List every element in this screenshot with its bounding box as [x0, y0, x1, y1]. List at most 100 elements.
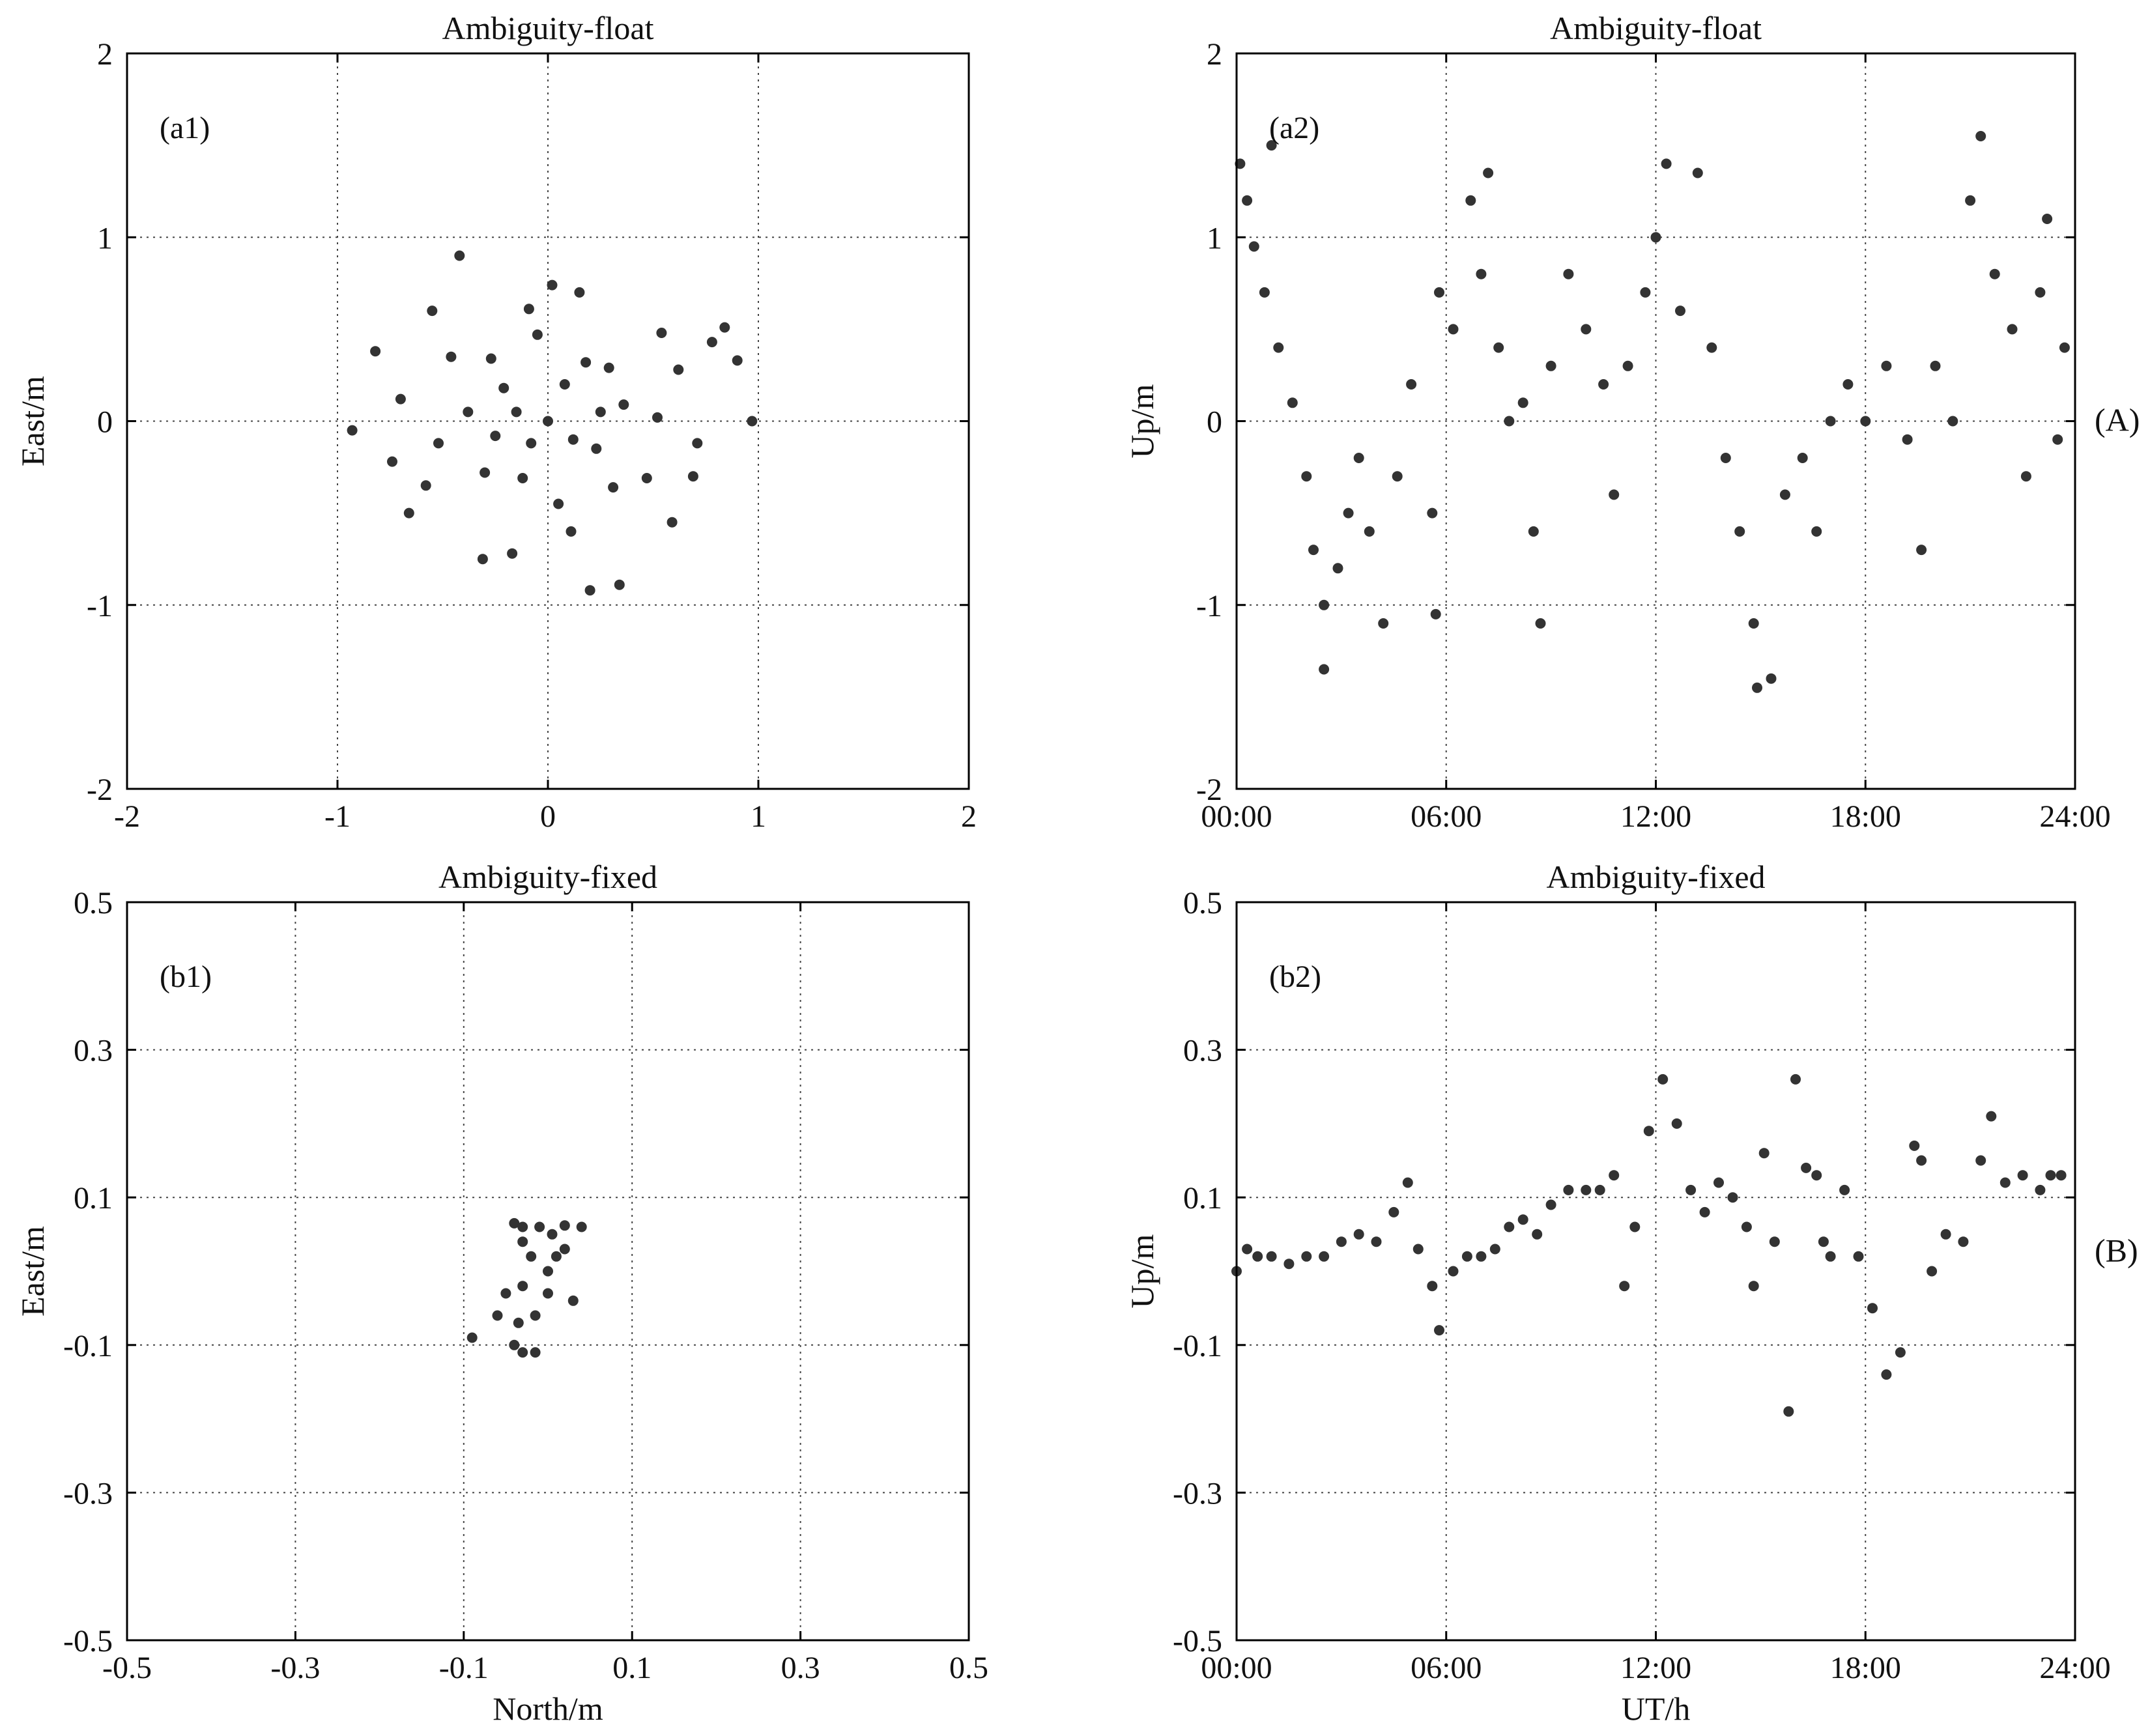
data-point [1388, 1206, 1399, 1217]
y-tick-label: -0.1 [1173, 1329, 1222, 1363]
chart-panel-b2: 00:00 06:00 12:00 18:00 24:00 -0.5 -0.3 -0.1 0.1… [1124, 859, 2111, 1727]
data-point [2035, 1184, 2046, 1195]
data-point [584, 585, 595, 596]
panel-title: Ambiguity-fixed [1546, 859, 1765, 895]
data-point [1343, 507, 1354, 519]
x-tick-label: 0 [540, 799, 556, 834]
x-axis-label: UT/h [1622, 1690, 1691, 1727]
x-tick-label: 18:00 [1830, 1651, 1901, 1685]
data-point [466, 1332, 478, 1343]
y-tick-label: 0.3 [74, 1034, 113, 1068]
data-point [566, 526, 577, 537]
x-tick-label: -0.1 [439, 1651, 489, 1685]
data-point [1842, 379, 1854, 390]
data-point [1319, 599, 1330, 610]
data-point [395, 393, 406, 405]
data-point [1504, 1221, 1515, 1232]
data-point [1706, 342, 1717, 353]
y-tick-label: 0.3 [1183, 1034, 1222, 1068]
data-point [498, 382, 509, 393]
data-point [500, 1288, 511, 1299]
data-point [1965, 195, 1976, 206]
data-points [347, 250, 758, 596]
data-point [1308, 545, 1319, 556]
y-tick-label: 0 [1207, 405, 1222, 440]
data-point [1504, 416, 1515, 427]
data-point [547, 1229, 558, 1240]
data-point [1353, 1229, 1364, 1240]
data-point [706, 337, 717, 348]
y-axis-label: Up/m [1124, 1234, 1160, 1308]
data-point [1332, 563, 1343, 574]
data-point [1336, 1236, 1347, 1247]
data-point [1242, 1244, 1253, 1255]
data-point [530, 1310, 541, 1321]
x-tick-label: 06:00 [1411, 799, 1482, 834]
data-point [1434, 287, 1444, 298]
x-tick-label: 12:00 [1620, 799, 1691, 834]
data-point [591, 443, 602, 454]
data-point [511, 406, 522, 418]
data-point [1287, 397, 1298, 408]
data-point [1916, 545, 1927, 556]
data-point [517, 473, 528, 483]
data-point [2017, 1170, 2028, 1181]
data-point [543, 416, 553, 427]
data-point [1594, 1184, 1605, 1195]
data-point [1493, 342, 1504, 353]
data-points [466, 1217, 587, 1358]
data-point [1881, 1369, 1892, 1380]
y-tick-label: 2 [97, 37, 113, 72]
y-tick-label: -0.3 [63, 1476, 113, 1511]
plot-frame [126, 901, 970, 1642]
data-point [1986, 1111, 1997, 1122]
data-point [1622, 360, 1633, 371]
data-point [576, 1221, 587, 1232]
data-point [1895, 1347, 1906, 1358]
data-point [1881, 360, 1892, 371]
data-point [1902, 434, 1913, 445]
x-tick-label: 1 [751, 799, 766, 834]
data-point [656, 328, 667, 338]
data-point [1947, 416, 1958, 427]
data-point [1252, 1251, 1263, 1262]
y-tick-label: 1 [97, 221, 113, 255]
data-point [543, 1266, 553, 1277]
y-tick-label: -2 [1196, 773, 1222, 807]
data-point [1650, 232, 1661, 243]
data-point [1273, 342, 1284, 353]
data-point [553, 498, 564, 509]
data-point [618, 399, 629, 410]
data-point [673, 364, 684, 375]
data-point [1975, 1155, 1986, 1166]
data-point [1741, 1221, 1752, 1232]
data-point [1685, 1184, 1697, 1195]
data-point [1476, 268, 1487, 279]
data-point [641, 473, 652, 483]
data-point [1609, 1170, 1620, 1181]
data-point [1930, 360, 1941, 371]
plot-frame [1235, 901, 2076, 1642]
y-tick-label: 2 [1207, 37, 1222, 72]
data-point [1406, 379, 1417, 390]
data-point [543, 1288, 553, 1299]
y-tick-label: -0.1 [63, 1329, 113, 1363]
data-point [1839, 1184, 1850, 1195]
data-point [559, 379, 570, 390]
data-point [1465, 195, 1476, 206]
y-tick-label: -1 [1196, 589, 1222, 623]
data-point [692, 438, 703, 449]
data-point [608, 482, 619, 493]
data-point [2059, 342, 2070, 353]
data-point [1752, 682, 1762, 693]
data-point [1609, 489, 1620, 500]
data-point [1643, 1126, 1654, 1137]
data-point [513, 1317, 524, 1328]
data-point [1483, 167, 1494, 178]
data-point [485, 353, 496, 364]
x-axis-label: North/m [493, 1690, 603, 1727]
data-point [1535, 618, 1546, 629]
data-point [1783, 1406, 1794, 1417]
data-point [1301, 471, 1312, 482]
data-point [1319, 664, 1330, 675]
